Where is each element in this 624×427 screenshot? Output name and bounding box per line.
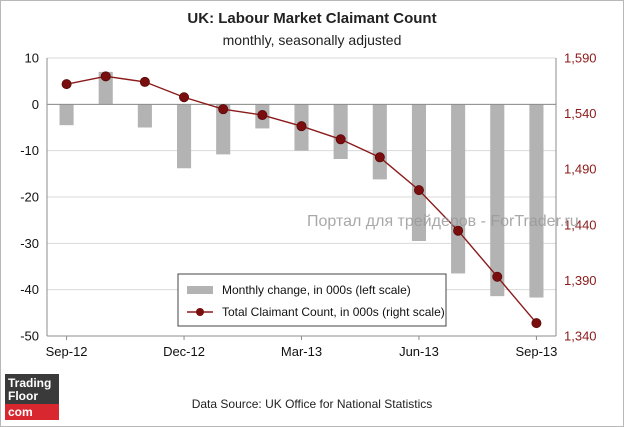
x-tick-label: Mar-13 bbox=[281, 344, 322, 359]
right-tick-label: 1,440 bbox=[564, 217, 597, 232]
left-tick-label: -50 bbox=[20, 329, 39, 344]
bar-Jan-13 bbox=[216, 104, 231, 155]
point-Mar-13 bbox=[296, 121, 307, 132]
point-Nov-12 bbox=[139, 76, 150, 87]
logo-line-2: Floor bbox=[8, 389, 38, 403]
left-tick-label: -20 bbox=[20, 190, 39, 205]
chart-subtitle: monthly, seasonally adjusted bbox=[222, 32, 402, 48]
bar-May-13 bbox=[372, 104, 387, 180]
legend-bar-swatch bbox=[187, 286, 213, 294]
x-tick-label: Jun-13 bbox=[399, 344, 439, 359]
point-Aug-13 bbox=[492, 271, 503, 282]
point-Jan-13 bbox=[218, 104, 229, 115]
point-Sep-12 bbox=[61, 79, 72, 90]
x-tick-label: Sep-12 bbox=[46, 344, 88, 359]
bar-Oct-12 bbox=[98, 71, 113, 105]
x-tick-label: Sep-13 bbox=[515, 344, 557, 359]
right-tick-label: 1,490 bbox=[564, 162, 597, 177]
chart-title: UK: Labour Market Claimant Count bbox=[187, 10, 437, 27]
point-Jun-13 bbox=[413, 185, 424, 196]
point-May-13 bbox=[374, 152, 385, 163]
left-tick-label: 10 bbox=[25, 51, 39, 66]
bar-Apr-13 bbox=[333, 104, 348, 160]
axes bbox=[46, 58, 557, 340]
right-tick-label: 1,390 bbox=[564, 273, 597, 288]
bar-Jun-13 bbox=[411, 104, 427, 242]
left-tick-label: -40 bbox=[20, 282, 39, 297]
bar-Sep-13 bbox=[529, 104, 544, 298]
bar-Jul-13 bbox=[451, 104, 466, 274]
legend-line-label: Total Claimant Count, in 000s (right sca… bbox=[222, 305, 445, 319]
left-tick-label: -10 bbox=[20, 143, 39, 158]
right-tick-label: 1,540 bbox=[564, 106, 597, 121]
logo-line-1: Trading bbox=[8, 376, 52, 390]
point-Apr-13 bbox=[335, 134, 346, 145]
logo-line-3: com bbox=[8, 405, 33, 419]
tradingfloor-logo: Trading Floor com bbox=[5, 374, 59, 420]
data-source-note: Data Source: UK Office for National Stat… bbox=[191, 397, 433, 411]
point-Sep-13 bbox=[531, 318, 542, 329]
left-tick-label: 0 bbox=[32, 97, 39, 112]
line-series bbox=[61, 71, 542, 329]
point-Feb-13 bbox=[257, 110, 268, 121]
legend-line-marker bbox=[196, 308, 204, 316]
bar-Dec-12 bbox=[176, 104, 192, 169]
bar-Sep-12 bbox=[59, 104, 74, 126]
right-tick-label: 1,590 bbox=[564, 51, 597, 66]
watermark: Портал для трейдеров - ForTrader.ru bbox=[307, 213, 579, 230]
left-tick-label: -30 bbox=[20, 236, 39, 251]
bar-Nov-12 bbox=[137, 104, 152, 128]
bar-Aug-13 bbox=[490, 104, 505, 297]
x-tick-label: Dec-12 bbox=[163, 344, 205, 359]
right-tick-label: 1,340 bbox=[564, 329, 597, 344]
legend: Monthly change, in 000s (left scale) Tota… bbox=[177, 273, 447, 327]
point-Dec-12 bbox=[179, 92, 190, 103]
legend-bar-label: Monthly change, in 000s (left scale) bbox=[222, 283, 411, 297]
bar-series bbox=[59, 71, 544, 298]
legend-box bbox=[177, 273, 447, 327]
tick-labels: 10 0 -10 -20 -30 -40 -50 1,590 1,540 1,490 1,440 1,… bbox=[20, 51, 596, 360]
logo-bar: com bbox=[5, 404, 59, 420]
point-Oct-12 bbox=[100, 71, 111, 82]
point-Jul-13 bbox=[453, 225, 464, 236]
